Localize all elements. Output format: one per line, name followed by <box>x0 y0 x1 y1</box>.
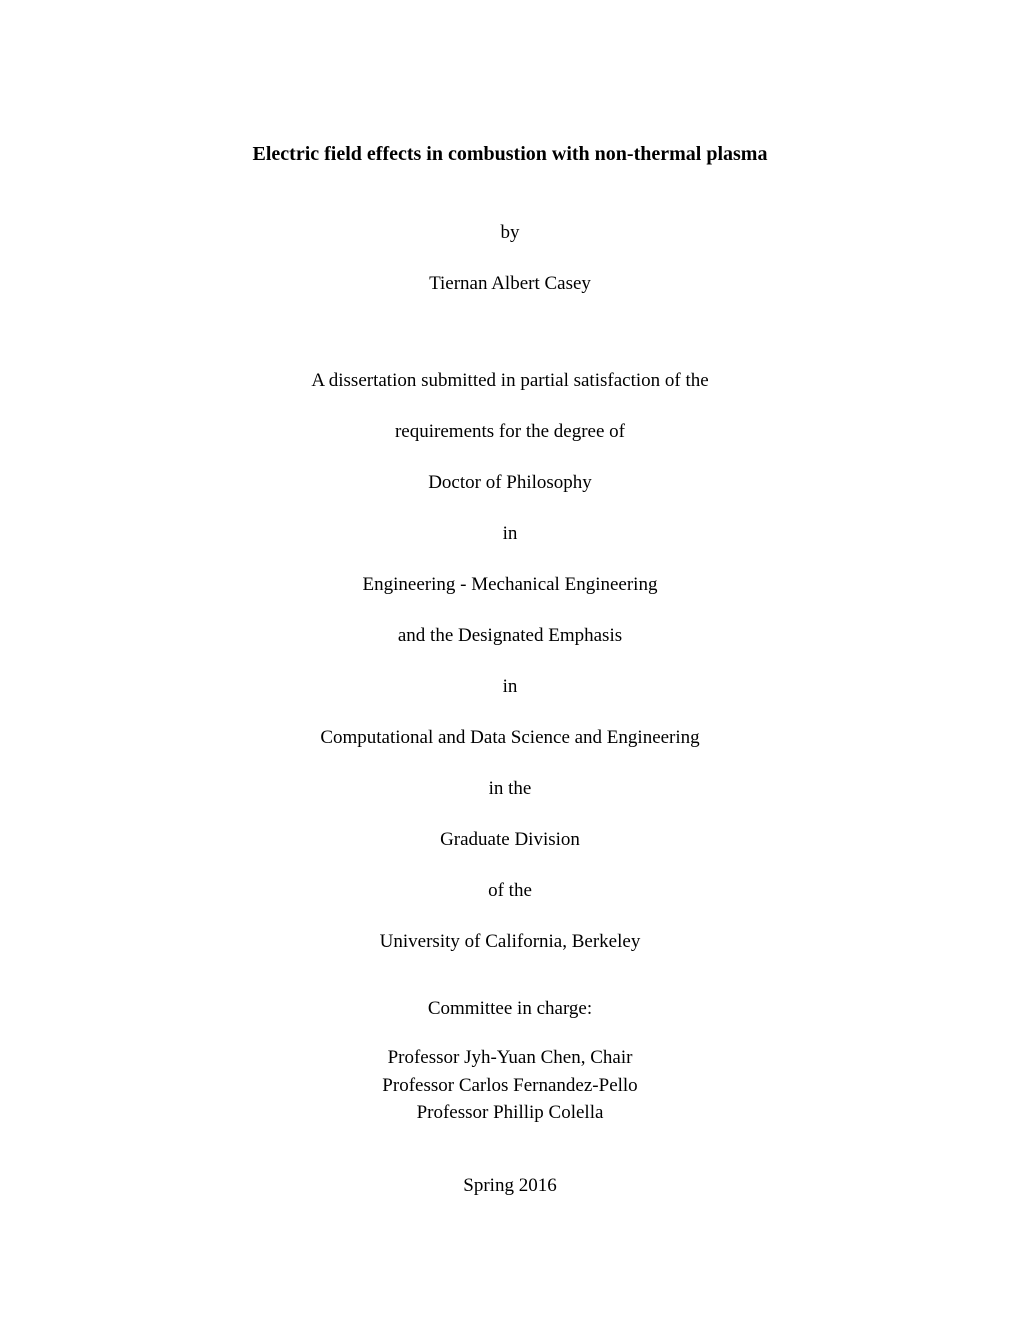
in-label-1: in <box>0 523 1020 545</box>
dissertation-title: Electric field effects in combustion wit… <box>0 143 1020 166</box>
submission-line-1: A dissertation submitted in partial sati… <box>0 370 1020 392</box>
by-label: by <box>0 222 1020 244</box>
university-line: University of California, Berkeley <box>0 931 1020 953</box>
designated-emphasis-line: and the Designated Emphasis <box>0 625 1020 647</box>
emphasis-field-line: Computational and Data Science and Engin… <box>0 727 1020 749</box>
submission-line-2: requirements for the degree of <box>0 421 1020 443</box>
of-the-label: of the <box>0 880 1020 902</box>
in-the-label: in the <box>0 778 1020 800</box>
committee-member-1: Professor Jyh-Yuan Chen, Chair <box>0 1044 1020 1072</box>
committee-member-2: Professor Carlos Fernandez-Pello <box>0 1072 1020 1100</box>
title-page: Electric field effects in combustion wit… <box>0 0 1020 1320</box>
semester-line: Spring 2016 <box>0 1175 1020 1197</box>
committee-list: Professor Jyh-Yuan Chen, Chair Professor… <box>0 1044 1020 1127</box>
committee-header: Committee in charge: <box>0 998 1020 1020</box>
committee-member-3: Professor Phillip Colella <box>0 1099 1020 1127</box>
department-line: Engineering - Mechanical Engineering <box>0 574 1020 596</box>
degree-line: Doctor of Philosophy <box>0 472 1020 494</box>
author-name: Tiernan Albert Casey <box>0 273 1020 295</box>
graduate-division-line: Graduate Division <box>0 829 1020 851</box>
in-label-2: in <box>0 676 1020 698</box>
